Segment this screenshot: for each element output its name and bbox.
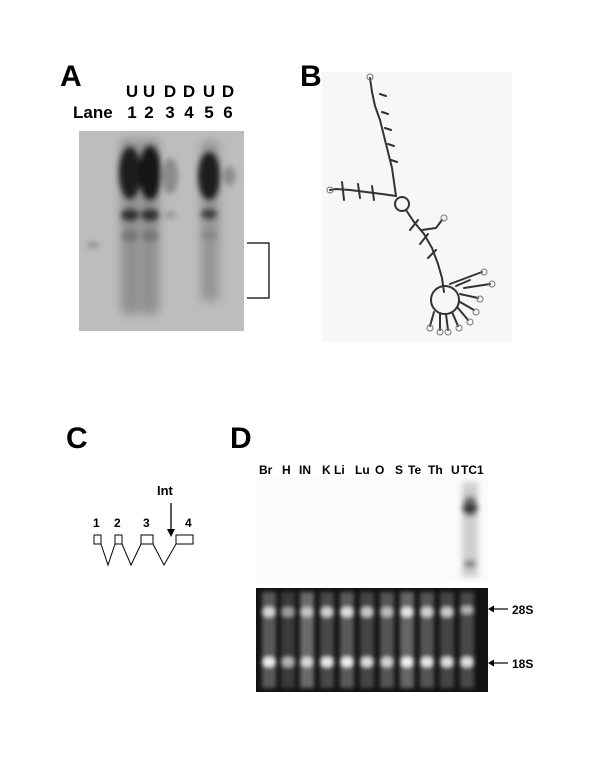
arrow-head-icon: [167, 529, 175, 537]
marker-18s-label: 18S: [512, 657, 534, 671]
arrow-18s-icon: [488, 659, 508, 667]
exon-label-4: 4: [185, 516, 192, 530]
lane-number: 6: [223, 103, 233, 122]
tissue-label: H: [282, 463, 291, 477]
lane-treatment: D: [163, 82, 177, 101]
lane-header-3: D 3: [162, 83, 178, 121]
lane-number: 3: [165, 103, 175, 122]
exon-label-3: 3: [143, 516, 150, 530]
tissue-label: Lu: [355, 463, 370, 477]
lane-number: 1: [127, 103, 137, 122]
lane-treatment: D: [182, 82, 196, 101]
panel-c-letter: C: [66, 422, 88, 455]
exon-2-box: [114, 534, 123, 545]
lane-header-1: U 1: [124, 83, 140, 121]
tissue-northern-blot: [256, 478, 488, 583]
lane-number: 4: [184, 103, 194, 122]
lane-header-5: U 5: [201, 83, 217, 121]
lane-number: 5: [204, 103, 214, 122]
tissue-label: Br: [259, 463, 273, 477]
exon-4-box: [175, 534, 194, 545]
exon-3-box: [140, 534, 154, 545]
tissue-label: Th: [428, 463, 443, 477]
tissue-label: S: [395, 463, 404, 477]
splice-line-2: [121, 543, 142, 567]
tissue-label: TC1: [461, 463, 484, 477]
lane-header-2: U 2: [141, 83, 157, 121]
gene-structure-diagram: [93, 503, 194, 567]
exon-label-2: 2: [114, 516, 121, 530]
tissue-label: IN: [299, 463, 311, 477]
panel-d-letter: D: [230, 422, 252, 455]
intron-label: Int: [157, 483, 173, 498]
tissue-label: O: [375, 463, 385, 477]
tissue-label: Te: [408, 463, 422, 477]
ethidium-stained-gel: [256, 588, 488, 692]
panel-a-letter: A: [60, 60, 82, 93]
size-bracket: [247, 242, 270, 299]
lane-treatment: D: [221, 82, 235, 101]
panel-b-letter: B: [300, 60, 322, 93]
lane-header-6: D 6: [220, 83, 236, 121]
lane-treatment: U: [142, 82, 156, 101]
lane-number: 2: [144, 103, 154, 122]
rna-secondary-structure: [322, 72, 512, 342]
lane-header-4: D 4: [181, 83, 197, 121]
tissue-label: K: [322, 463, 331, 477]
splice-line-3: [152, 543, 177, 567]
marker-28s-label: 28S: [512, 603, 534, 617]
northern-blot-image: [79, 131, 244, 331]
tissue-label: U: [451, 463, 460, 477]
exon-1-box: [93, 534, 102, 545]
tissue-label: Li: [334, 463, 345, 477]
splice-lines: [100, 543, 116, 567]
lane-treatment: U: [125, 82, 139, 101]
exon-label-1: 1: [93, 516, 100, 530]
lane-treatment: U: [202, 82, 216, 101]
lane-label: Lane: [73, 103, 113, 122]
arrow-28s-icon: [488, 605, 508, 613]
